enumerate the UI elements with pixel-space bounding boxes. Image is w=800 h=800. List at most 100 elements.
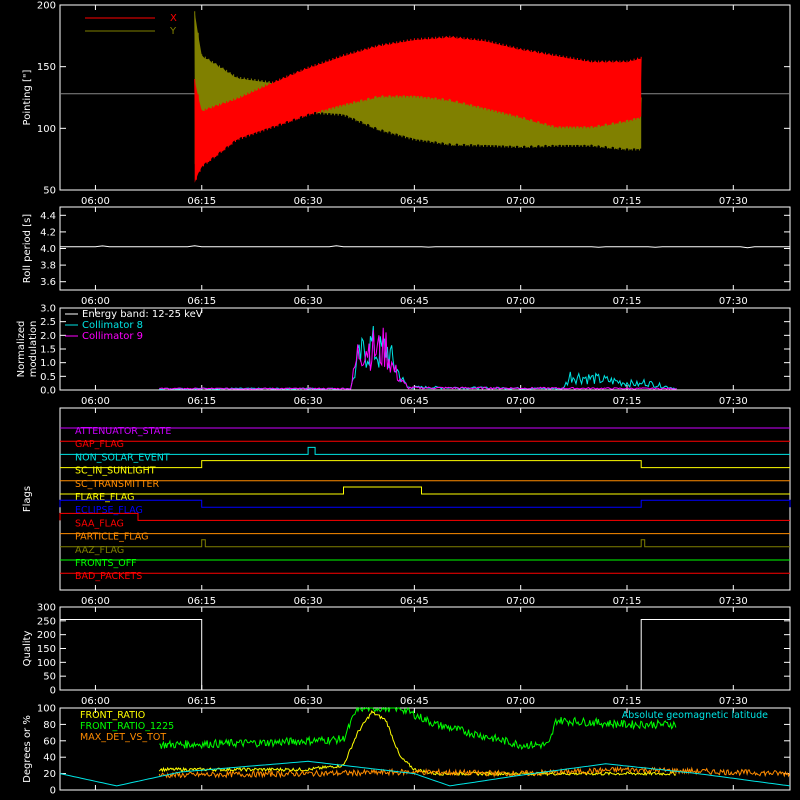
y-tick-label: 3.0 (40, 304, 56, 315)
y-tick-label: 20 (43, 769, 56, 780)
quality-line (60, 619, 790, 691)
x-tick-label: 06:00 (81, 296, 110, 307)
y-tick-label: 4.0 (40, 244, 56, 255)
x-tick-label: 06:00 (81, 596, 110, 607)
x-tick-label: 06:30 (294, 696, 323, 707)
y-tick-label: 100 (37, 124, 56, 135)
legend-label: FRONT_RATIO_1225 (80, 721, 174, 732)
legend-label: MAX_DET_VS_TOT (80, 732, 166, 743)
modulation-series-1 (159, 327, 677, 390)
x-tick-label: 07:00 (506, 696, 535, 707)
x-tick-label: 06:45 (400, 396, 429, 407)
pointing-series-X (194, 35, 642, 180)
x-tick-label: 06:45 (400, 196, 429, 207)
x-tick-label: 07:30 (719, 596, 748, 607)
flag-label: AAZ_FLAG (75, 545, 124, 556)
flag-label: PARTICLE_FLAG (75, 532, 148, 543)
flag-label: FRONTS_OFF (75, 558, 137, 569)
y-tick-label: 250 (37, 616, 56, 627)
x-tick-label: 06:00 (81, 196, 110, 207)
y-tick-label: 150 (37, 644, 56, 655)
y-axis-label: Quality (22, 631, 33, 667)
y-tick-label: 300 (37, 603, 56, 614)
x-tick-label: 07:15 (613, 396, 642, 407)
y-axis-label: modulation (28, 321, 39, 378)
x-tick-label: 07:15 (613, 296, 642, 307)
x-tick-label: 06:00 (81, 396, 110, 407)
y-axis-label: Roll period [s] (22, 214, 33, 283)
y-tick-label: 0 (50, 686, 56, 697)
legend-label: FRONT_RATIO (80, 710, 145, 721)
flag-label: SAA_FLAG (75, 518, 124, 529)
x-tick-label: 07:15 (613, 696, 642, 707)
y-tick-label: 3.8 (40, 261, 56, 272)
y-tick-label: 4.4 (40, 211, 56, 222)
legend-label: Collimator 9 (82, 331, 143, 342)
y-tick-label: 1.5 (40, 345, 56, 356)
x-tick-label: 07:30 (719, 396, 748, 407)
ratio-series-0 (158, 710, 677, 777)
pointing-band-X (194, 36, 642, 183)
y-tick-label: 2.5 (40, 317, 56, 328)
y-tick-label: 4.2 (40, 227, 56, 238)
x-tick-label: 06:30 (294, 396, 323, 407)
y-tick-label: 100 (37, 704, 56, 715)
y-tick-label: 3.6 (40, 277, 56, 288)
flag-label: FLARE_FLAG (75, 492, 135, 503)
x-tick-label: 06:15 (187, 196, 216, 207)
y-tick-label: 100 (37, 658, 56, 669)
geomagnetic-latitude-label: Absolute geomagnetic latitude (622, 710, 768, 721)
y-tick-label: 0 (50, 786, 56, 797)
panel-frame-5 (59, 707, 791, 791)
legend-label: X (170, 13, 177, 24)
x-tick-label: 06:15 (187, 696, 216, 707)
x-tick-label: 06:45 (400, 696, 429, 707)
flag-label: GAP_FLAG (75, 439, 124, 450)
y-tick-label: 150 (37, 62, 56, 73)
x-tick-label: 07:00 (506, 596, 535, 607)
y-axis-label: Degrees or % (22, 715, 33, 783)
x-tick-label: 07:30 (719, 296, 748, 307)
x-tick-label: 07:00 (506, 396, 535, 407)
y-tick-label: 0.0 (40, 386, 56, 397)
y-tick-label: 1.0 (40, 358, 56, 369)
flag-line-ECLIPSE_FLAG (59, 499, 791, 508)
flag-line-NON_SOLAR_EVENT (60, 446, 790, 455)
flag-line-FLARE_FLAG (60, 486, 790, 495)
panel-frame-0 (59, 4, 791, 191)
flag-line-SAA_FLAG (59, 512, 790, 521)
x-tick-label: 06:45 (400, 296, 429, 307)
flag-label: NON_SOLAR_EVENT (75, 452, 170, 463)
y-axis-label: Flags (22, 486, 33, 512)
x-tick-label: 07:00 (506, 196, 535, 207)
x-tick-label: 07:00 (506, 296, 535, 307)
x-tick-label: 06:15 (187, 296, 216, 307)
y-tick-label: 60 (43, 736, 56, 747)
x-tick-label: 06:45 (400, 596, 429, 607)
x-tick-label: 06:15 (187, 396, 216, 407)
ratio-series-3 (59, 760, 791, 787)
flag-line-SC_IN_SUNLIGHT (60, 460, 790, 469)
x-tick-label: 06:30 (294, 196, 323, 207)
y-tick-label: 200 (37, 1, 56, 12)
x-tick-label: 07:15 (613, 196, 642, 207)
legend-label: Energy band: 12-25 keV (82, 309, 203, 320)
y-tick-label: 50 (43, 186, 56, 197)
y-tick-label: 40 (43, 753, 56, 764)
flag-line-AAZ_FLAG (60, 539, 790, 548)
x-tick-label: 06:15 (187, 596, 216, 607)
panel-frame-3 (59, 407, 791, 591)
flag-label: ATTENUATOR_STATE (75, 426, 171, 437)
x-tick-label: 07:30 (719, 196, 748, 207)
y-axis-label: Pointing ["] (22, 69, 33, 125)
x-tick-label: 06:30 (294, 596, 323, 607)
roll-period-line (60, 245, 790, 249)
flag-label: ECLIPSE_FLAG (75, 505, 143, 516)
x-tick-label: 06:00 (81, 696, 110, 707)
pointing-band-Y (194, 12, 642, 165)
flag-label: SC_IN_SUNLIGHT (75, 466, 156, 477)
y-axis-label: Normalized (16, 321, 27, 378)
x-tick-label: 07:15 (613, 596, 642, 607)
y-tick-label: 0.5 (40, 372, 56, 383)
